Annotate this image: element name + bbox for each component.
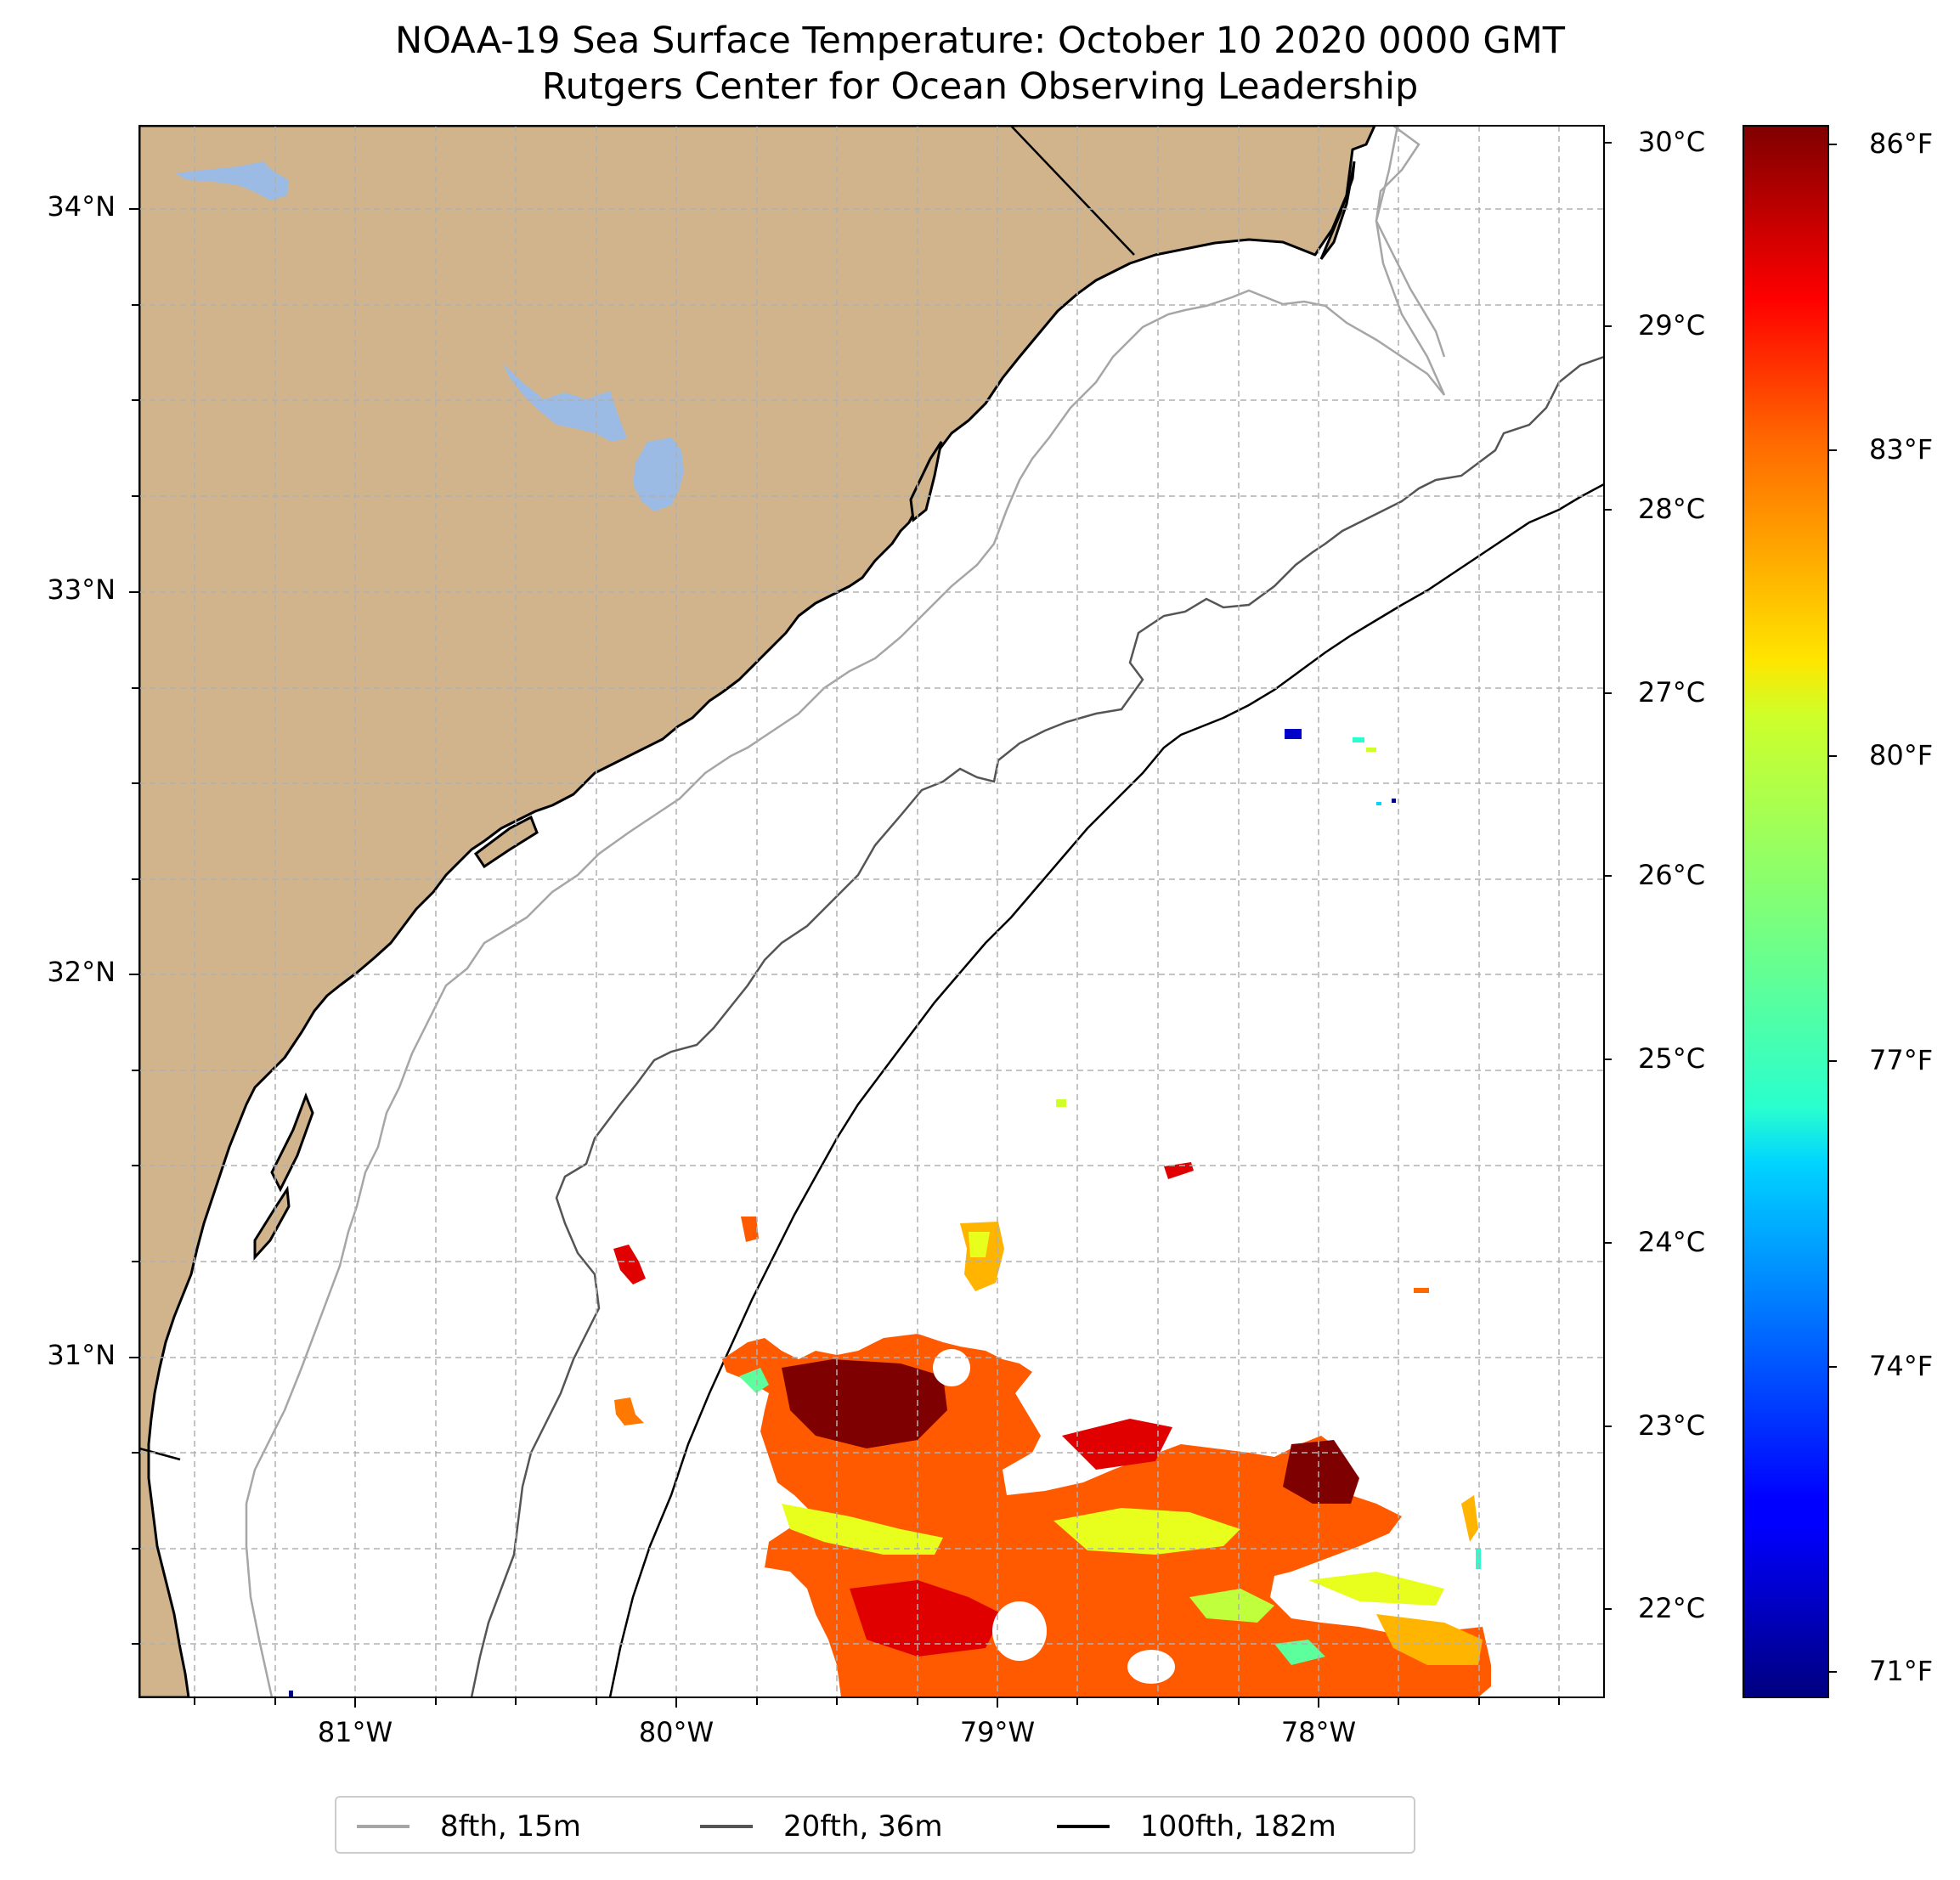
colorbar-celsius-label: 24°C	[1638, 1226, 1706, 1258]
colorbar-celsius-label: 23°C	[1638, 1409, 1706, 1442]
colorbar-fahrenheit-label: 83°F	[1869, 433, 1934, 466]
legend-label: 20fth, 36m	[783, 1809, 943, 1843]
colorbar-celsius-label: 29°C	[1638, 309, 1706, 342]
figure-subtitle: Rutgers Center for Ocean Observing Leade…	[541, 65, 1419, 108]
colorbar-fahrenheit-label: 71°F	[1869, 1655, 1934, 1687]
sst-data-patches	[289, 729, 1495, 1697]
colorbar-celsius-label: 30°C	[1638, 126, 1706, 158]
colorbar-fahrenheit-label: 80°F	[1869, 739, 1934, 771]
colorbar-fahrenheit-label: 86°F	[1869, 127, 1934, 160]
isobath-15m	[245, 126, 1446, 1697]
isobath-15m	[1375, 126, 1446, 358]
colorbar-fahrenheit-label: 77°F	[1869, 1044, 1934, 1076]
figure-title: NOAA-19 Sea Surface Temperature: October…	[394, 20, 1566, 62]
coastal-island	[253, 1185, 291, 1261]
colorbar-celsius-label: 26°C	[1638, 859, 1706, 891]
isobath-182m	[608, 483, 1604, 1697]
coastal-island	[909, 441, 943, 522]
legend-line-swatch	[357, 1825, 410, 1828]
colorbar-celsius-label: 22°C	[1638, 1592, 1706, 1624]
lon-tick-label: 80°W	[638, 1716, 715, 1748]
lake	[175, 161, 289, 200]
lat-tick-label: 33°N	[47, 573, 116, 606]
state-border	[139, 1447, 181, 1461]
gridlines	[139, 126, 1604, 1697]
colorbar-ticks	[1828, 144, 1837, 1673]
legend-line-swatch	[1057, 1825, 1110, 1828]
isobath-36m	[470, 355, 1604, 1697]
lon-tick-label: 78°W	[1280, 1716, 1357, 1748]
colorbar-celsius-label: 25°C	[1638, 1042, 1706, 1075]
state-border	[1010, 126, 1135, 256]
colorbar-celsius-label: 27°C	[1638, 676, 1706, 709]
colorbar-celsius-label: 28°C	[1638, 493, 1706, 525]
land-area	[139, 126, 1376, 1697]
lat-tick-label: 34°N	[47, 190, 116, 223]
map-frame	[138, 125, 1605, 1698]
isobath-legend: 8fth, 15m 20fth, 36m 100fth, 182m	[335, 1796, 1415, 1854]
lake	[633, 438, 684, 511]
lat-tick-label: 31°N	[47, 1339, 116, 1371]
legend-line-swatch	[700, 1825, 753, 1828]
coastal-island	[473, 815, 539, 869]
coastal-island	[1319, 161, 1356, 260]
lon-tick-label: 79°W	[959, 1716, 1036, 1748]
legend-label: 8fth, 15m	[440, 1809, 581, 1843]
lat-tick-label: 32°N	[47, 956, 116, 988]
colorbar-fahrenheit-label: 74°F	[1869, 1350, 1934, 1382]
colorbar	[1743, 125, 1829, 1698]
lon-tick-label: 81°W	[317, 1716, 393, 1748]
legend-label: 100fth, 182m	[1140, 1809, 1336, 1843]
map-tick-marks	[129, 142, 1612, 1708]
